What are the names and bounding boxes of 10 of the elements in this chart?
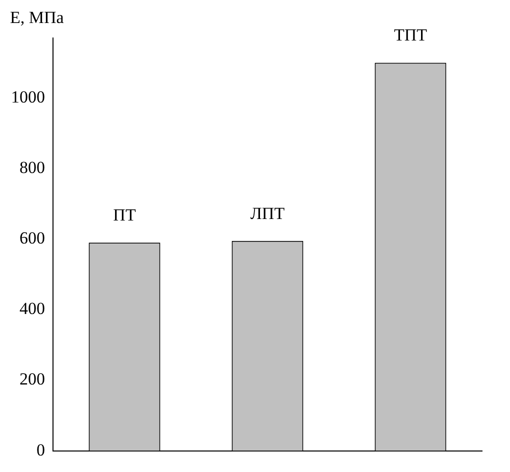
y-tick-label: 800 — [20, 158, 45, 178]
x-tick-label: ЛПТ — [250, 204, 286, 223]
y-tick-label: 600 — [20, 228, 45, 248]
y-tick-label: 1000 — [11, 87, 45, 106]
y-tick-label: 200 — [20, 370, 45, 389]
x-tick-label: ТПТ — [394, 26, 428, 45]
y-tick-label: 0 — [36, 440, 45, 460]
y-tick-label: 400 — [20, 299, 45, 318]
y-axis-title: E, МПа — [10, 8, 64, 27]
x-tick-label: ПТ — [113, 206, 136, 225]
